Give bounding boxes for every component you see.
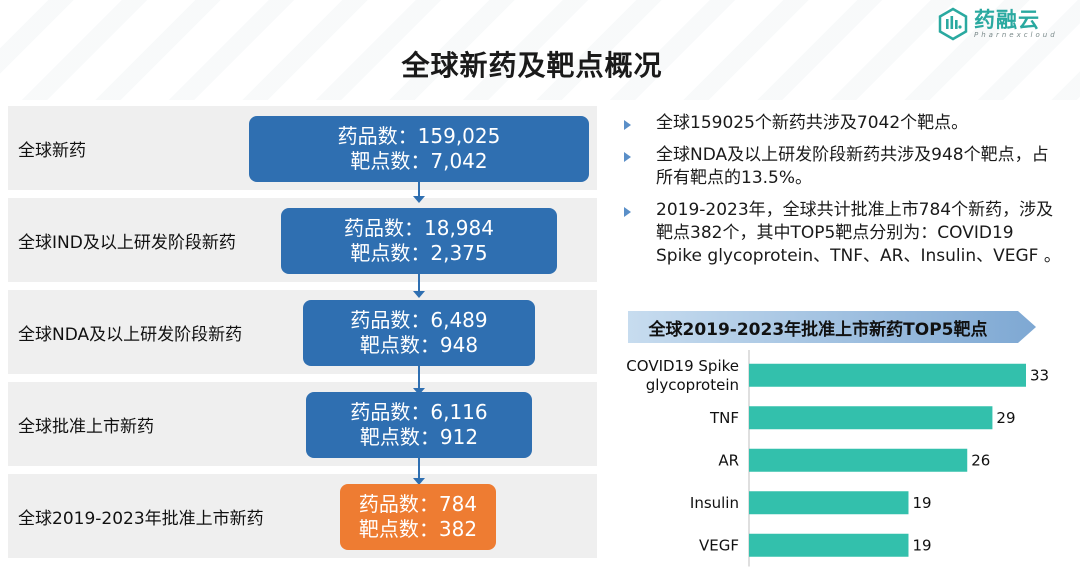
chart-title-banner: 全球2019-2023年批准上市新药TOP5靶点 bbox=[628, 311, 1036, 343]
chart-bar bbox=[749, 406, 993, 430]
category-label: glycoprotein bbox=[646, 376, 739, 394]
target-count-value: 2,375 bbox=[430, 241, 488, 265]
target-count-value: 912 bbox=[439, 425, 479, 449]
target-count-value: 948 bbox=[439, 333, 479, 357]
stat-box-nda: 药品数： 6,489 靶点数： 948 bbox=[303, 300, 535, 366]
funnel-connector bbox=[418, 366, 420, 392]
category-label: COVID19 Spike bbox=[626, 357, 739, 375]
stat-box-approved: 药品数： 6,116 靶点数： 912 bbox=[306, 392, 532, 458]
chart-title: 全球2019-2023年批准上市新药TOP5靶点 bbox=[648, 319, 988, 340]
funnel-row-label: 全球批准上市新药 bbox=[18, 416, 154, 437]
funnel-row-2019-2023: 全球2019-2023年批准上市新药 bbox=[8, 474, 597, 558]
header-background bbox=[0, 0, 1080, 100]
target-count-value: 7,042 bbox=[430, 149, 488, 173]
stat-box-2019-2023: 药品数： 784 靶点数： 382 bbox=[340, 484, 496, 550]
arrow-down-icon bbox=[413, 388, 425, 395]
category-label: Insulin bbox=[690, 494, 739, 512]
category-label: VEGF bbox=[699, 536, 739, 554]
stat-box-global: 药品数： 159,025 靶点数： 7,042 bbox=[249, 116, 589, 182]
arrow-down-icon bbox=[413, 196, 425, 203]
arrow-down-icon bbox=[413, 478, 425, 485]
arrow-down-icon bbox=[413, 291, 425, 298]
chart-bar bbox=[749, 491, 909, 515]
bar-value-label: 26 bbox=[971, 451, 990, 469]
summary-bullet: 全球NDA及以上研发阶段新药共涉及948个靶点，占所有靶点的13.5%。 bbox=[624, 144, 1064, 190]
target-count-label: 靶点数： bbox=[359, 425, 440, 449]
funnel-connector bbox=[418, 182, 420, 198]
funnel-connector bbox=[418, 458, 420, 482]
target-count-label: 靶点数： bbox=[359, 333, 440, 357]
page-title: 全球新药及靶点概况 bbox=[401, 49, 663, 82]
funnel-row-label: 全球新药 bbox=[18, 140, 86, 161]
chart-bar bbox=[749, 363, 1026, 387]
funnel-row-label: 全球NDA及以上研发阶段新药 bbox=[18, 324, 243, 345]
target-count-label: 靶点数： bbox=[350, 149, 431, 173]
bar-value-label: 19 bbox=[912, 494, 931, 512]
banner-arrow-shape bbox=[628, 311, 1036, 343]
drug-count-label: 药品数： bbox=[350, 400, 431, 424]
summary-bullet-list: 全球159025个新药共涉及7042个靶点。 全球NDA及以上研发阶段新药共涉及… bbox=[624, 112, 1064, 277]
funnel-connector bbox=[418, 274, 420, 292]
logo-english-text: Pharnexcloud bbox=[974, 30, 1058, 39]
bullet-text: 2019-2023年，全球共计批准上市784个新药，涉及靶点382个，其中TOP… bbox=[656, 200, 1061, 266]
bullet-text: 全球159025个新药共涉及7042个靶点。 bbox=[656, 113, 969, 133]
drug-count-value: 784 bbox=[438, 492, 478, 516]
brand-logo: 药融云 Pharnexcloud bbox=[936, 4, 1066, 44]
drug-count-label: 药品数： bbox=[358, 492, 439, 516]
drug-count-label: 药品数： bbox=[337, 124, 418, 148]
category-label: TNF bbox=[709, 409, 739, 427]
triangle-bullet-icon bbox=[624, 120, 631, 130]
triangle-bullet-icon bbox=[624, 152, 631, 162]
target-count-label: 靶点数： bbox=[350, 241, 431, 265]
drug-count-value: 6,489 bbox=[430, 308, 488, 332]
funnel-row-label: 全球2019-2023年批准上市新药 bbox=[18, 508, 264, 529]
bar-value-label: 33 bbox=[1030, 366, 1049, 384]
logo-hexagon-icon bbox=[938, 7, 968, 41]
chart-bar bbox=[749, 533, 909, 557]
bar-value-label: 29 bbox=[996, 409, 1015, 427]
drug-count-value: 18,984 bbox=[424, 216, 494, 240]
drug-count-value: 6,116 bbox=[430, 400, 488, 424]
target-count-value: 382 bbox=[438, 517, 478, 541]
bullet-text: 全球NDA及以上研发阶段新药共涉及948个靶点，占所有靶点的13.5%。 bbox=[656, 145, 1049, 188]
drug-count-label: 药品数： bbox=[344, 216, 424, 240]
summary-bullet: 全球159025个新药共涉及7042个靶点。 bbox=[624, 112, 1064, 135]
chart-bar bbox=[749, 448, 968, 472]
funnel-row-label: 全球IND及以上研发阶段新药 bbox=[18, 232, 236, 253]
drug-count-label: 药品数： bbox=[350, 308, 431, 332]
target-count-label: 靶点数： bbox=[358, 517, 439, 541]
triangle-bullet-icon bbox=[624, 207, 631, 217]
stat-box-ind: 药品数： 18,984 靶点数： 2,375 bbox=[281, 208, 557, 274]
category-label: AR bbox=[718, 451, 739, 469]
logo-chinese-text: 药融云 bbox=[974, 7, 1040, 32]
bar-value-label: 19 bbox=[912, 536, 931, 554]
summary-bullet: 2019-2023年，全球共计批准上市784个新药，涉及靶点382个，其中TOP… bbox=[624, 199, 1064, 268]
drug-count-value: 159,025 bbox=[417, 124, 501, 148]
